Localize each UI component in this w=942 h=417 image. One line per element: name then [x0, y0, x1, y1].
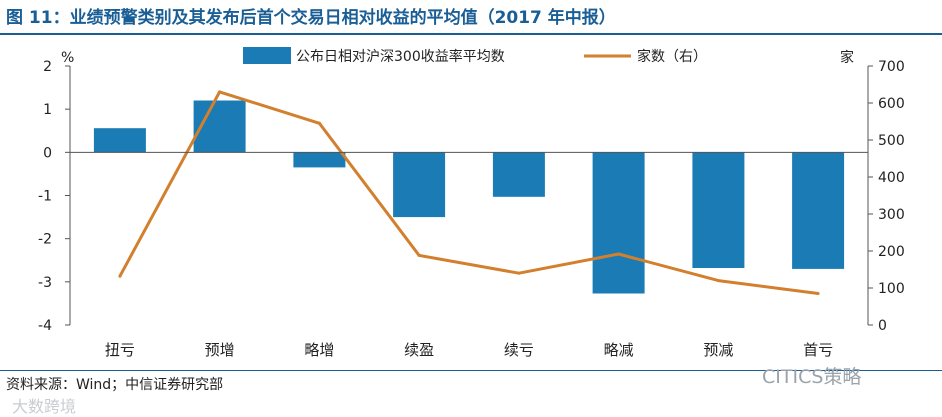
category-label: 续盈 [404, 341, 434, 359]
bar-3 [393, 152, 446, 218]
right-tick-label: 300 [878, 207, 905, 223]
category-label: 扭亏 [105, 341, 135, 359]
count-point-1 [218, 90, 222, 94]
count-point-7 [816, 292, 820, 295]
category-label: 预减 [703, 341, 733, 359]
category-label: 首亏 [803, 341, 833, 359]
left-tick-label: 0 [43, 145, 52, 161]
left-tick-label: -1 [38, 189, 52, 205]
category-label: 预增 [205, 341, 235, 359]
bar-2 [293, 152, 346, 168]
bar-0 [93, 128, 146, 153]
legend-line-label: 家数（右） [637, 48, 707, 65]
title-rule [0, 33, 942, 35]
right-tick-label: 700 [878, 59, 905, 75]
count-point-5 [617, 252, 621, 256]
count-point-3 [417, 253, 421, 257]
watermark-citics: CITICS策略 [762, 366, 862, 388]
right-tick-label: 0 [878, 318, 887, 334]
legend-bar-swatch [243, 47, 291, 64]
count-point-4 [517, 271, 521, 275]
category-label: 略减 [604, 341, 634, 359]
bar-7 [792, 152, 845, 269]
right-tick-label: 200 [878, 244, 905, 260]
watermark-site: 大数跨境 [12, 397, 77, 416]
right-tick-label: 100 [878, 281, 905, 297]
legend-bar-label: 公布日相对沪深300收益率平均数 [296, 48, 505, 65]
right-axis-unit: 家 [840, 49, 854, 66]
chart: 2 1 0 -1 -2 -3 -4% 700 600 500 400 300 200 100 0 家扭亏 预增 略… [38, 47, 905, 359]
count-point-6 [716, 279, 720, 283]
figure-title: 图 11：业绩预警类别及其发布后首个交易日相对收益的平均值（2017 年中报） [6, 8, 616, 28]
source-note: 资料来源：Wind；中信证券研究部 [6, 377, 224, 393]
count-line [118, 90, 819, 295]
left-axis-unit: % [61, 50, 74, 66]
left-tick-label: -3 [38, 275, 52, 291]
left-tick-label: 1 [43, 102, 52, 118]
bar-5 [592, 152, 645, 294]
right-tick-label: 600 [878, 96, 905, 112]
count-point-2 [317, 121, 321, 125]
footer-rule [0, 370, 942, 371]
left-tick-label: 2 [43, 59, 52, 75]
right-tick-label: 400 [878, 170, 905, 186]
left-tick-label: -4 [38, 318, 52, 334]
category-label: 略增 [304, 341, 334, 359]
category-label: 续亏 [504, 341, 534, 359]
count-point-0 [118, 274, 122, 278]
right-tick-label: 500 [878, 133, 905, 149]
bar-4 [492, 152, 545, 197]
left-tick-label: -2 [38, 232, 52, 248]
bar-6 [692, 152, 745, 268]
